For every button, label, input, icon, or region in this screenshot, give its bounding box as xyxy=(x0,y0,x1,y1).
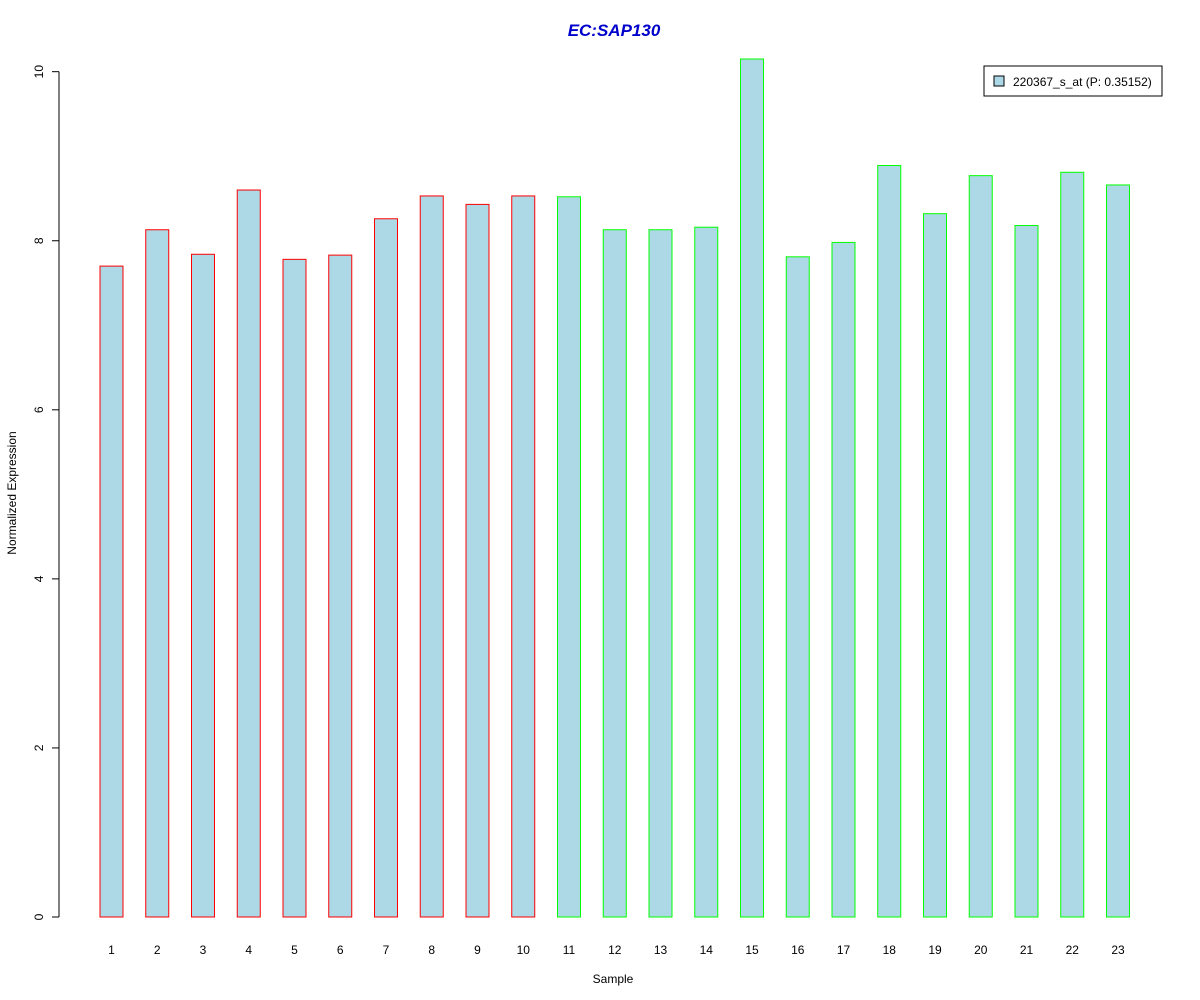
bar-sample-2 xyxy=(145,229,170,918)
x-tick-label: 9 xyxy=(474,943,481,957)
x-tick-label: 4 xyxy=(245,943,252,957)
bars-group xyxy=(99,58,1130,918)
x-tick-label: 5 xyxy=(291,943,298,957)
y-tick-label: 0 xyxy=(32,913,46,920)
x-tick-label: 1 xyxy=(108,943,115,957)
y-tick-label: 10 xyxy=(32,65,46,79)
bar-sample-4 xyxy=(236,189,261,918)
legend-box xyxy=(983,65,1163,97)
x-tick-label: 7 xyxy=(383,943,390,957)
y-axis: 0 2 4 6 8 10 xyxy=(32,65,60,920)
x-tick-label: 3 xyxy=(200,943,207,957)
x-axis-title: Sample xyxy=(593,972,634,986)
bar-sample-13 xyxy=(648,229,673,918)
bar-sample-22 xyxy=(1060,171,1085,918)
x-tick-label: 13 xyxy=(654,943,668,957)
bar-sample-20 xyxy=(968,175,993,918)
x-tick-label: 6 xyxy=(337,943,344,957)
x-tick-label: 10 xyxy=(517,943,531,957)
bar-sample-19 xyxy=(923,213,947,918)
x-tick-label: 8 xyxy=(428,943,435,957)
y-tick-label: 2 xyxy=(32,744,46,751)
x-tick-labels: 1 2 3 4 5 6 7 8 9 10 11 12 13 14 15 16 17 18 19 20 21 22 23 xyxy=(108,943,1125,957)
x-tick-label: 23 xyxy=(1111,943,1125,957)
bar-sample-15 xyxy=(740,58,764,918)
bar-sample-17 xyxy=(831,241,856,918)
x-tick-label: 22 xyxy=(1066,943,1080,957)
x-tick-label: 19 xyxy=(928,943,942,957)
bar-sample-8 xyxy=(419,195,444,918)
bar-sample-18 xyxy=(877,165,902,918)
bar-sample-10 xyxy=(511,195,536,918)
x-tick-label: 12 xyxy=(608,943,622,957)
bar-sample-3 xyxy=(191,253,215,918)
x-tick-label: 15 xyxy=(745,943,759,957)
bar-sample-1 xyxy=(99,265,124,918)
x-tick-label: 17 xyxy=(837,943,851,957)
chart-title: EC:SAP130 xyxy=(568,21,661,40)
bar-sample-11 xyxy=(557,196,581,918)
bar-sample-23 xyxy=(1106,184,1130,918)
x-tick-label: 18 xyxy=(883,943,897,957)
y-axis-title: Normalized Expression xyxy=(5,431,19,554)
x-tick-label: 2 xyxy=(154,943,161,957)
legend: 220367_s_at (P: 0.35152) xyxy=(983,65,1163,97)
bar-sample-14 xyxy=(694,226,719,918)
bar-sample-9 xyxy=(465,203,490,918)
x-tick-label: 16 xyxy=(791,943,805,957)
bar-sample-7 xyxy=(374,218,398,918)
legend-swatch xyxy=(993,75,1005,87)
y-tick-label: 8 xyxy=(32,237,46,244)
x-tick-label: 11 xyxy=(563,943,576,957)
bar-sample-16 xyxy=(785,256,810,918)
x-tick-label: 20 xyxy=(974,943,988,957)
bar-sample-5 xyxy=(282,258,307,918)
bar-sample-12 xyxy=(602,229,627,918)
x-tick-label: 14 xyxy=(700,943,714,957)
bar-sample-21 xyxy=(1014,225,1039,918)
y-tick-label: 6 xyxy=(32,406,46,413)
bar-sample-6 xyxy=(328,254,353,918)
y-tick-label: 4 xyxy=(32,575,46,582)
x-tick-label: 21 xyxy=(1020,943,1034,957)
legend-label: 220367_s_at (P: 0.35152) xyxy=(1013,75,1152,89)
